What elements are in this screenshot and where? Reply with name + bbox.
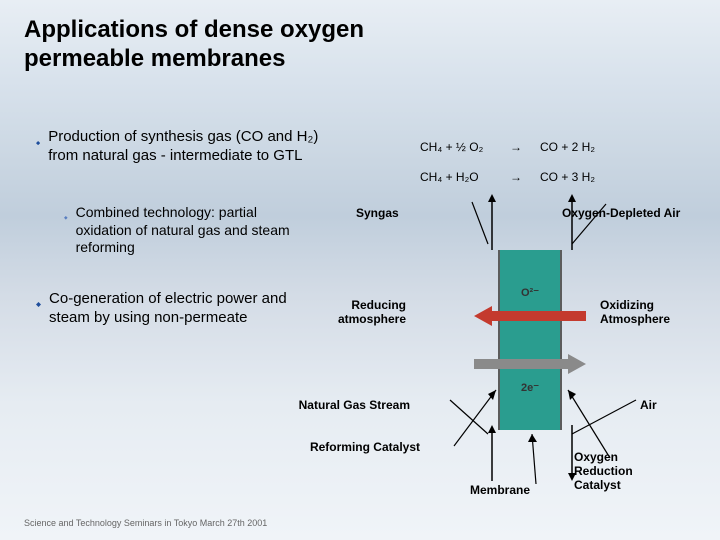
equation-2-left: CH₄ + H₂O (420, 170, 479, 184)
label-oxygen-reduction-catalyst: Oxygen Reduction Catalyst (574, 450, 633, 492)
up-arrow-right-icon (566, 194, 578, 255)
up-arrow-left-icon (486, 194, 498, 255)
equation-arrow-icon: → (510, 170, 522, 184)
title-line-1: Applications of dense oxygen (24, 16, 364, 43)
bullet-2-text: Co-generation of electric power and stea… (49, 290, 326, 328)
label-membrane: Membrane (470, 483, 530, 497)
label-reducing-atmosphere: Reducing atmosphere (316, 298, 406, 326)
label-reforming-catalyst: Reforming Catalyst (280, 440, 420, 454)
equation-arrow-icon: → (510, 140, 522, 154)
equation-2-right: CO + 3 H₂ (540, 170, 595, 184)
bullet-marker-icon (36, 294, 41, 302)
membrane-electron-label: 2e⁻ (521, 381, 539, 394)
down-arrow-left-icon (486, 425, 498, 486)
label-oxygen-depleted-air: Oxygen-Depleted Air (562, 206, 680, 220)
footer-text: Science and Technology Seminars in Tokyo… (24, 518, 267, 528)
down-arrow-right-icon (566, 425, 578, 486)
equation-1-left: CH₄ + ½ O₂ (420, 140, 483, 154)
membrane-diagram: O²⁻ 2e⁻ (410, 250, 650, 430)
membrane-block: O²⁻ 2e⁻ (498, 250, 562, 430)
bullet-1: Production of synthesis gas (CO and H₂) … (36, 128, 326, 166)
bullet-1-text: Production of synthesis gas (CO and H₂) … (48, 128, 326, 166)
gray-arrow-icon (474, 354, 586, 374)
equation-1-right: CO + 2 H₂ (540, 140, 595, 154)
title-line-2: permeable membranes (24, 45, 285, 72)
label-syngas: Syngas (356, 206, 399, 220)
red-arrow-icon (474, 306, 586, 326)
bullet-2: Co-generation of electric power and stea… (36, 290, 326, 328)
membrane-o2-label: O²⁻ (521, 286, 539, 299)
bullet-sub-marker-icon (64, 207, 68, 214)
bullet-marker-icon (36, 132, 40, 140)
bullet-1-sub-text: Combined technology: partial oxidation o… (76, 204, 314, 257)
slide-title: Applications of dense oxygen permeable m… (24, 16, 364, 74)
bullet-1-sub: Combined technology: partial oxidation o… (64, 204, 314, 257)
label-natural-gas-stream: Natural Gas Stream (270, 398, 410, 412)
